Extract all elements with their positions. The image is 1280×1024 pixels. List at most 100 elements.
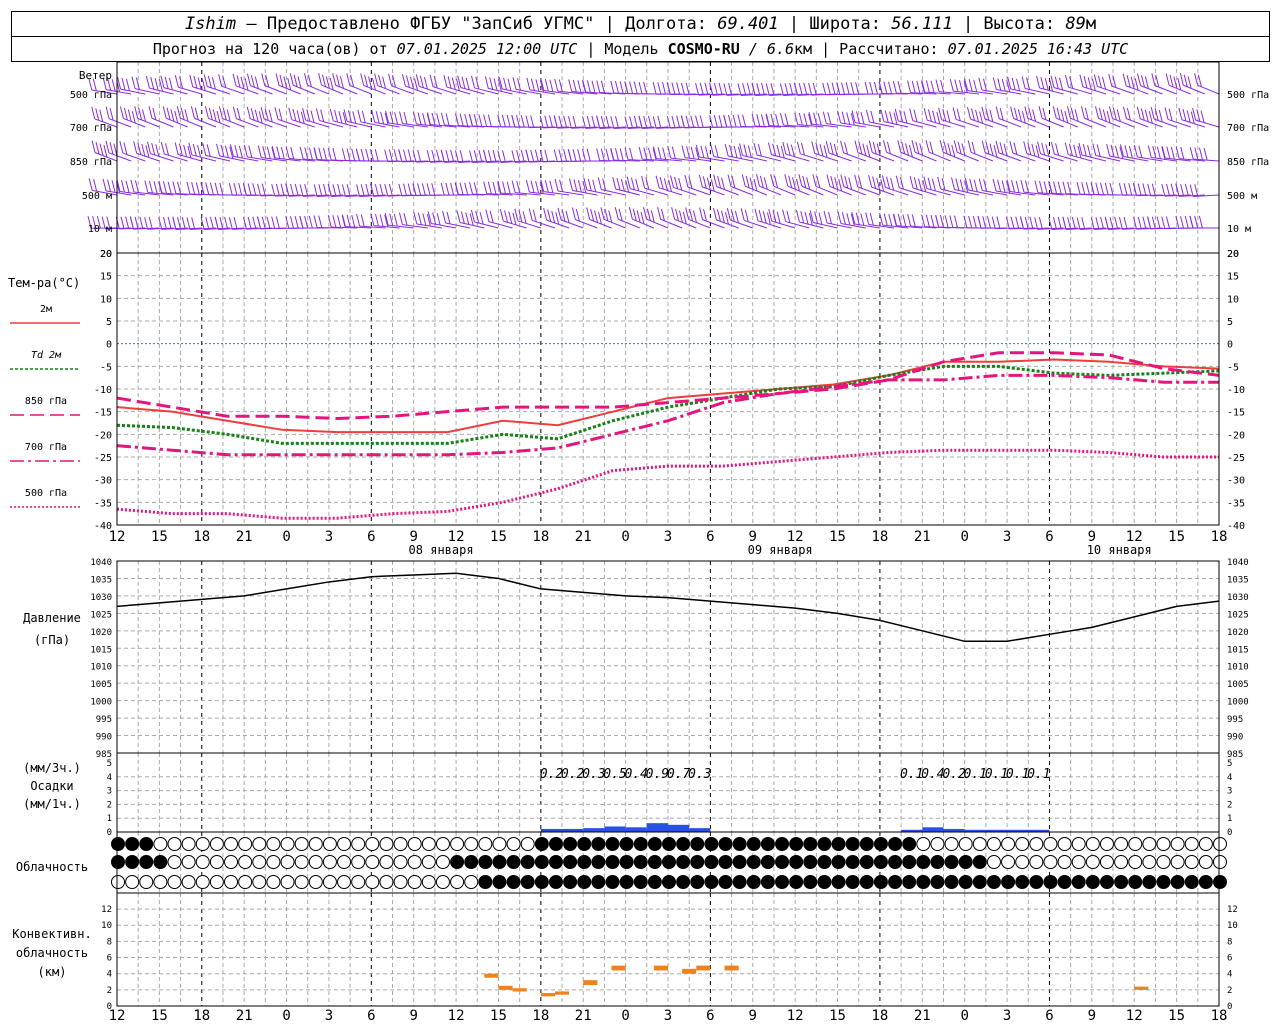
wind-barb-feather <box>837 110 842 124</box>
wind-barb-feather <box>549 180 554 193</box>
temp-tick-left: 20 <box>100 249 112 260</box>
wind-barb-feather <box>148 216 153 230</box>
wind-barb-feather <box>370 149 375 162</box>
pres-tick-right: 995 <box>1227 715 1243 725</box>
cloud-symbol <box>308 875 323 889</box>
cloud-symbol <box>1142 875 1157 889</box>
wind-barb-feather <box>105 140 110 153</box>
wind-barb-feather <box>321 74 326 87</box>
cloud-symbol <box>464 875 479 889</box>
wind-barb-feather <box>248 145 253 158</box>
wind-barb-feather <box>991 216 996 229</box>
wind-barb-feather <box>903 111 908 124</box>
temp-tick-right: -20 <box>1227 430 1245 441</box>
conv-unit: (км) <box>38 965 67 979</box>
wind-barb-feather <box>224 216 229 230</box>
cloud-symbol <box>153 855 168 869</box>
wind-barb-feather <box>1130 76 1135 89</box>
precip-total-label: 0.2 <box>561 767 585 782</box>
wind-barb-feather <box>186 181 191 195</box>
wind-barb-feather <box>655 175 660 188</box>
wind-title: Ветер <box>79 69 112 82</box>
wind-barb-feather <box>819 144 824 157</box>
wind-barb-feather <box>356 184 361 197</box>
wind-barb-feather <box>770 113 775 127</box>
cloud-symbol <box>534 855 549 869</box>
temp-series-4 <box>116 448 1219 520</box>
wind-barb-feather <box>583 177 588 191</box>
cloud-symbol <box>1213 875 1227 889</box>
wind-barb-feather <box>214 182 219 195</box>
wind-barb-feather <box>511 150 516 163</box>
wind-barb-feather <box>91 140 96 153</box>
wind-barb-feather <box>361 110 366 123</box>
wind-barb-feather <box>337 215 342 228</box>
conv-tick-left: 2 <box>107 986 112 996</box>
cloud-symbol <box>817 837 832 851</box>
wind-barb-feather <box>995 106 1000 119</box>
wind-barb-feather <box>1184 183 1189 196</box>
prec-tick-right: 0 <box>1227 828 1232 838</box>
wind-barb-feather <box>346 214 351 228</box>
wind-barb-feather <box>780 145 785 159</box>
wind-barb-feather <box>964 180 969 193</box>
wind-barb-feather <box>1010 106 1015 119</box>
provider-text: – Предоставлено ФГБУ "ЗапСиб УГМС" <box>246 14 595 34</box>
cloud-symbol <box>760 855 775 869</box>
wind-barb-feather <box>530 78 535 91</box>
wind-barb-feather <box>591 80 596 93</box>
wind-barb-feather <box>1059 77 1064 91</box>
cloud-symbol <box>1029 875 1044 889</box>
wind-barb-feather <box>1096 144 1101 157</box>
pres-tick-left: 1040 <box>90 558 112 568</box>
wind-barb-feather <box>1066 106 1071 119</box>
wind-barb-feather <box>727 174 732 187</box>
cloud-symbol <box>1099 855 1114 869</box>
wind-barb-feather <box>1090 217 1095 230</box>
cloud-symbol <box>1015 855 1030 869</box>
cloud-symbol <box>676 855 691 869</box>
wind-barb-feather <box>1095 106 1099 119</box>
wind-barb-feather <box>567 116 572 129</box>
wind-barb-feather <box>1109 182 1114 196</box>
wind-barb-feather <box>371 77 376 91</box>
wind-barb-feather <box>549 115 553 128</box>
wind-barb-feather <box>261 183 266 196</box>
wind-barb-feather <box>686 146 691 159</box>
wind-barb-feather <box>559 179 564 192</box>
wind-barb-feather <box>565 210 570 223</box>
wind-barb-feather <box>1040 76 1045 90</box>
wind-barb-feather <box>967 107 971 120</box>
wind-barb-feather <box>337 183 342 197</box>
wind-barb-feather <box>1114 145 1119 158</box>
conv-bar <box>696 965 711 971</box>
wind-barb-feather <box>125 180 130 193</box>
wind-barb-feather <box>1200 110 1205 123</box>
pres-tick-right: 990 <box>1227 733 1243 743</box>
cloud-symbol <box>1029 837 1044 851</box>
wind-barb-feather <box>1112 107 1117 121</box>
wind-barb-feather <box>619 148 624 161</box>
wind-barb-feather <box>841 111 846 124</box>
wind-barb-feather <box>214 217 219 230</box>
wind-barb-feather <box>860 112 865 125</box>
prec-unit-top: (мм/3ч.) <box>23 761 81 775</box>
wind-barb-shaft <box>1012 152 1036 162</box>
wind-barb-feather <box>982 78 987 91</box>
wind-barb-feather <box>318 215 323 228</box>
temp-tick-left: -10 <box>94 385 112 396</box>
wind-barb-feather <box>643 207 648 220</box>
wind-barb-feather <box>195 182 200 195</box>
wind-barb-feather <box>855 212 860 225</box>
wind-barb-feather <box>1169 74 1174 88</box>
wind-barb-feather <box>197 144 202 158</box>
hour-label-bottom: 12 <box>787 1008 804 1024</box>
pres-tick-left: 985 <box>96 750 112 760</box>
cloud-symbol <box>238 855 253 869</box>
hour-label-top: 6 <box>367 529 375 545</box>
wind-barb-feather <box>638 81 643 94</box>
wind-barb-shaft <box>277 118 301 128</box>
wind-barb-feather <box>600 80 605 93</box>
wind-barb-feather <box>554 78 559 92</box>
cloud-symbol <box>1043 875 1058 889</box>
